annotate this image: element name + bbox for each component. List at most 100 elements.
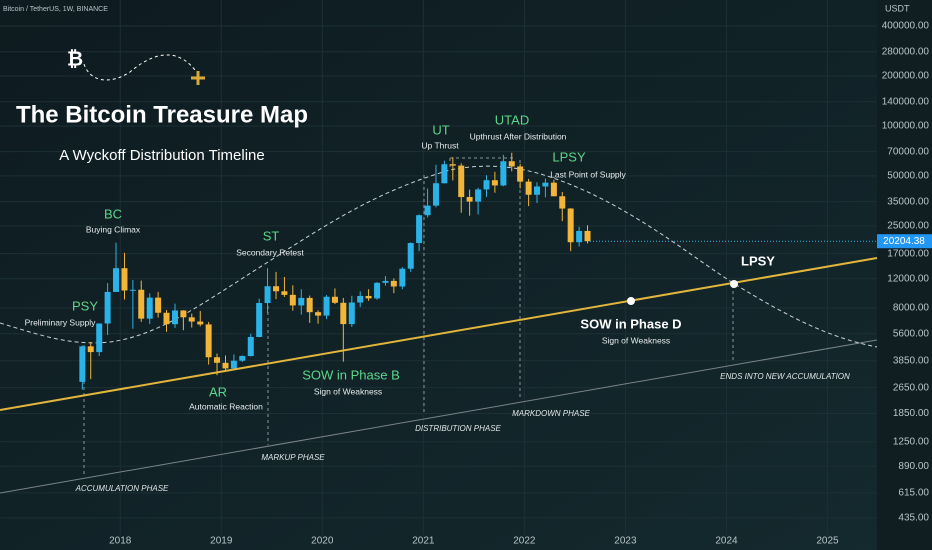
- annotation-label: UT: [432, 122, 449, 137]
- candle-body: [281, 291, 288, 295]
- candle-body: [323, 296, 330, 316]
- treasure-cross: [191, 71, 205, 85]
- x-tick-label: 2024: [715, 536, 738, 547]
- candle-body: [298, 297, 305, 306]
- annotation-sub: Buying Climax: [86, 224, 141, 234]
- candle-body: [458, 165, 465, 198]
- annotation-sub: Secondary Retest: [236, 247, 304, 257]
- y-tick-label: 8000.00: [893, 303, 930, 314]
- candle-body: [584, 230, 591, 242]
- candle-body: [491, 180, 498, 186]
- wyckoff-curve: [0, 165, 878, 348]
- candle-body: [264, 286, 271, 304]
- annotation-sub: Automatic Reaction: [189, 401, 263, 411]
- annotation-label: AR: [209, 384, 227, 399]
- candle-body: [357, 295, 364, 303]
- candle-body: [550, 182, 557, 197]
- candle-body: [129, 289, 136, 291]
- annotation-sub: Sign of Weakness: [602, 335, 670, 345]
- x-tick-label: 2022: [513, 536, 536, 547]
- y-tick-label: 35000.00: [887, 196, 929, 207]
- annotation-sub: Upthrust After Distribution: [470, 131, 567, 141]
- annotation-label: LPSY: [552, 149, 586, 164]
- candle-body: [112, 268, 119, 292]
- candle-body: [256, 303, 263, 337]
- x-tick-label: 2020: [311, 536, 334, 547]
- y-tick-label: 70000.00: [887, 146, 929, 157]
- candle-body: [525, 181, 532, 195]
- annotation-sub: Up Thrust: [421, 140, 459, 150]
- y-tick-label: 200000.00: [882, 71, 930, 82]
- annotation-sub: Last Point of Supply: [550, 169, 626, 179]
- phase-guides: [83, 157, 734, 475]
- candle-body: [87, 346, 94, 353]
- candle-body: [449, 164, 456, 166]
- y-tick-label: 890.00: [898, 461, 929, 472]
- x-tick-label: 2025: [816, 536, 839, 547]
- candle-body: [197, 321, 204, 325]
- candle-body: [567, 208, 574, 243]
- annotation-label: UTAD: [495, 112, 529, 127]
- annotation-label: SOW in Phase D: [580, 316, 681, 331]
- treasure-path: [83, 54, 196, 81]
- candle-body: [214, 357, 221, 363]
- candle-body: [289, 294, 296, 306]
- candle-body: [559, 196, 566, 209]
- phase-label: DISTRIBUTION PHASE: [415, 424, 501, 433]
- candle-body: [407, 243, 414, 269]
- y-tick-label: 2650.00: [893, 382, 930, 393]
- y-tick-label: 5600.00: [893, 328, 930, 339]
- x-tick-label: 2019: [210, 536, 233, 547]
- y-tick-label: 3850.00: [893, 355, 930, 366]
- candle-body: [390, 280, 397, 287]
- candle-body: [146, 297, 153, 319]
- candle-body: [163, 312, 170, 325]
- phase-label: ACCUMULATION PHASE: [75, 484, 169, 493]
- candle-body: [374, 282, 381, 299]
- candle-body: [306, 297, 313, 313]
- candle-body: [483, 180, 490, 190]
- candle-body: [331, 296, 338, 303]
- candle-body: [188, 317, 195, 322]
- y-tick-label: 1250.00: [893, 436, 930, 447]
- annotation-label: ST: [263, 228, 280, 243]
- candle-body: [180, 310, 187, 318]
- candle-body: [273, 286, 280, 292]
- candle-body: [121, 268, 128, 291]
- candle-body: [365, 295, 372, 299]
- point: [627, 297, 635, 305]
- candle-body: [205, 324, 212, 358]
- candle-body: [382, 280, 389, 283]
- annotation-label: BC: [104, 206, 122, 221]
- candle-body: [399, 268, 406, 287]
- candle-body: [416, 215, 423, 244]
- x-tick-label: 2018: [109, 536, 132, 547]
- candle-body: [432, 183, 439, 206]
- candle-body: [475, 189, 482, 202]
- candle-body: [138, 289, 145, 319]
- title: The Bitcoin Treasure Map: [16, 101, 308, 128]
- lower-trendline: [0, 339, 878, 494]
- y-unit: USDT: [885, 3, 910, 13]
- subtitle: A Wyckoff Distribution Timeline: [59, 147, 265, 164]
- candle-body: [466, 197, 473, 202]
- annotation-label: PSY: [72, 298, 98, 313]
- candle-body: [340, 302, 347, 325]
- candle-body: [315, 312, 322, 316]
- last-price-box: [877, 234, 932, 249]
- annotation-sub: Sign of Weakness: [314, 386, 382, 396]
- candle-body: [441, 164, 448, 184]
- candle-body: [247, 336, 254, 357]
- candle-body: [79, 346, 86, 382]
- annotation-label: LPSY: [741, 253, 775, 268]
- y-tick-label: 50000.00: [887, 171, 929, 182]
- symbol: Bitcoin / TetherUS, 1W, BINANCE: [3, 6, 108, 13]
- point: [730, 280, 738, 288]
- y-tick-label: 1850.00: [893, 408, 930, 419]
- candle-body: [576, 230, 583, 243]
- x-tick-label: 2021: [412, 536, 435, 547]
- bitcoin-icon: ₿: [67, 48, 83, 70]
- candle-body: [534, 186, 541, 195]
- y-tick-label: 435.00: [898, 513, 929, 524]
